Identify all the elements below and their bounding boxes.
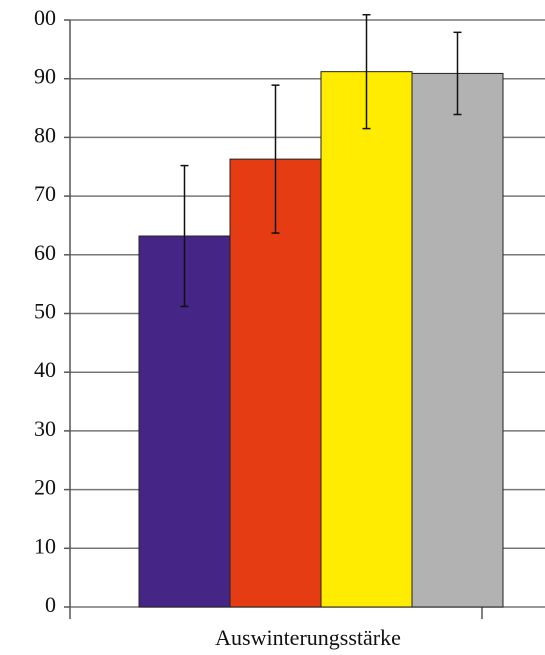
- y-tick-label: 10: [34, 533, 56, 558]
- y-tick-label: 30: [34, 416, 56, 441]
- y-tick-label: 80: [34, 122, 56, 147]
- y-tick-label: 60: [34, 240, 56, 265]
- y-tick-label: 50: [34, 299, 56, 324]
- y-tick-label: 0: [45, 592, 56, 617]
- bar: [411, 72, 504, 608]
- y-tick-label: 40: [34, 357, 56, 382]
- y-tick-label: 70: [34, 181, 56, 206]
- y-tick-label: 00: [34, 5, 56, 30]
- x-axis-label: Auswinterungsstärke: [215, 625, 401, 650]
- bar: [320, 71, 413, 608]
- y-tick-label: 20: [34, 475, 56, 500]
- y-tick-label: 90: [34, 64, 56, 89]
